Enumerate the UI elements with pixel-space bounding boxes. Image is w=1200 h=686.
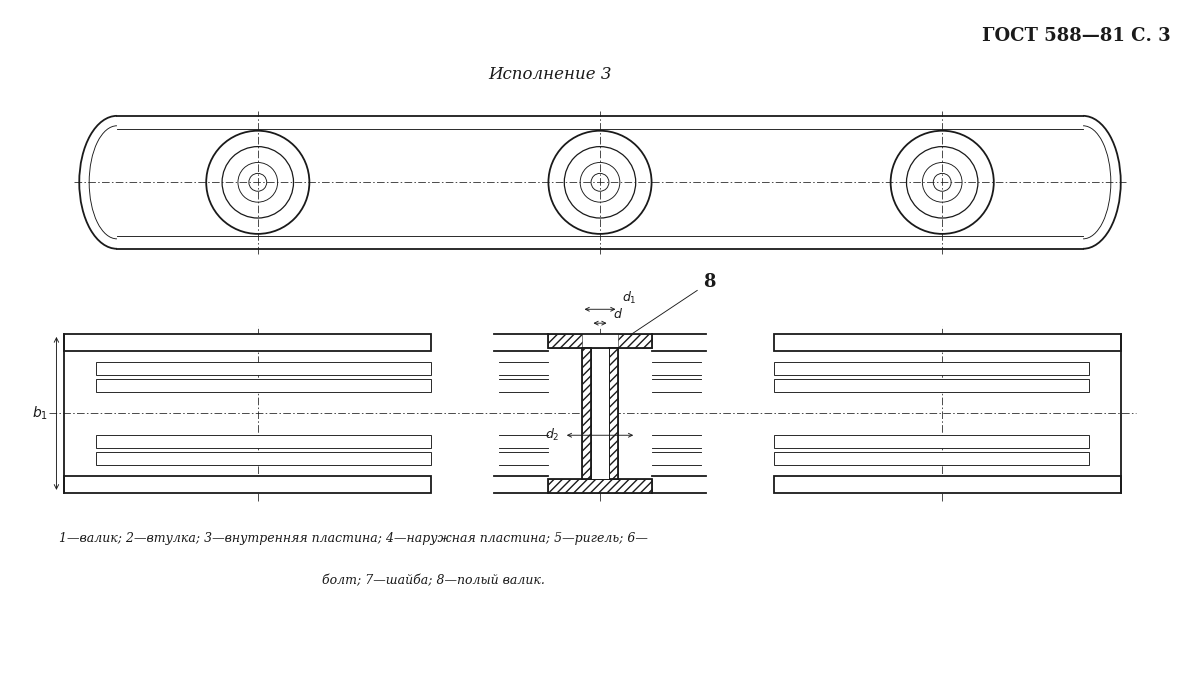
Bar	[774, 379, 1090, 392]
Bar	[610, 348, 618, 479]
Bar	[774, 435, 1090, 448]
Bar	[610, 348, 618, 479]
Text: болт; 7—шайба; 8—полый валик.: болт; 7—шайба; 8—полый валик.	[323, 574, 545, 587]
Bar	[65, 334, 431, 351]
Bar	[548, 334, 652, 348]
Text: $d_1$: $d_1$	[623, 290, 637, 307]
Bar	[548, 479, 652, 493]
Text: $d$: $d$	[613, 307, 623, 321]
Bar	[582, 348, 590, 479]
Bar	[548, 334, 582, 348]
Bar	[774, 334, 1121, 351]
Bar	[774, 476, 1121, 493]
Bar	[96, 379, 431, 392]
Text: 1—валик; 2—втулка; 3—внутренняя пластина; 4—наружная пластина; 5—ригель; 6—: 1—валик; 2—втулка; 3—внутренняя пластина…	[60, 532, 648, 545]
Bar	[618, 334, 652, 348]
Text: Исполнение 3: Исполнение 3	[488, 67, 612, 83]
Text: 8: 8	[703, 274, 715, 292]
Bar	[65, 476, 431, 493]
Bar	[774, 362, 1090, 375]
Bar	[96, 452, 431, 465]
Bar	[96, 362, 431, 375]
Text: ГОСТ 588—81 С. 3: ГОСТ 588—81 С. 3	[982, 27, 1170, 45]
Bar	[582, 348, 590, 479]
Bar	[548, 479, 652, 493]
Bar	[590, 348, 610, 479]
Bar	[96, 435, 431, 448]
Bar	[774, 452, 1090, 465]
Text: $b_1$: $b_1$	[32, 405, 48, 422]
Text: $d_2$: $d_2$	[545, 427, 560, 443]
